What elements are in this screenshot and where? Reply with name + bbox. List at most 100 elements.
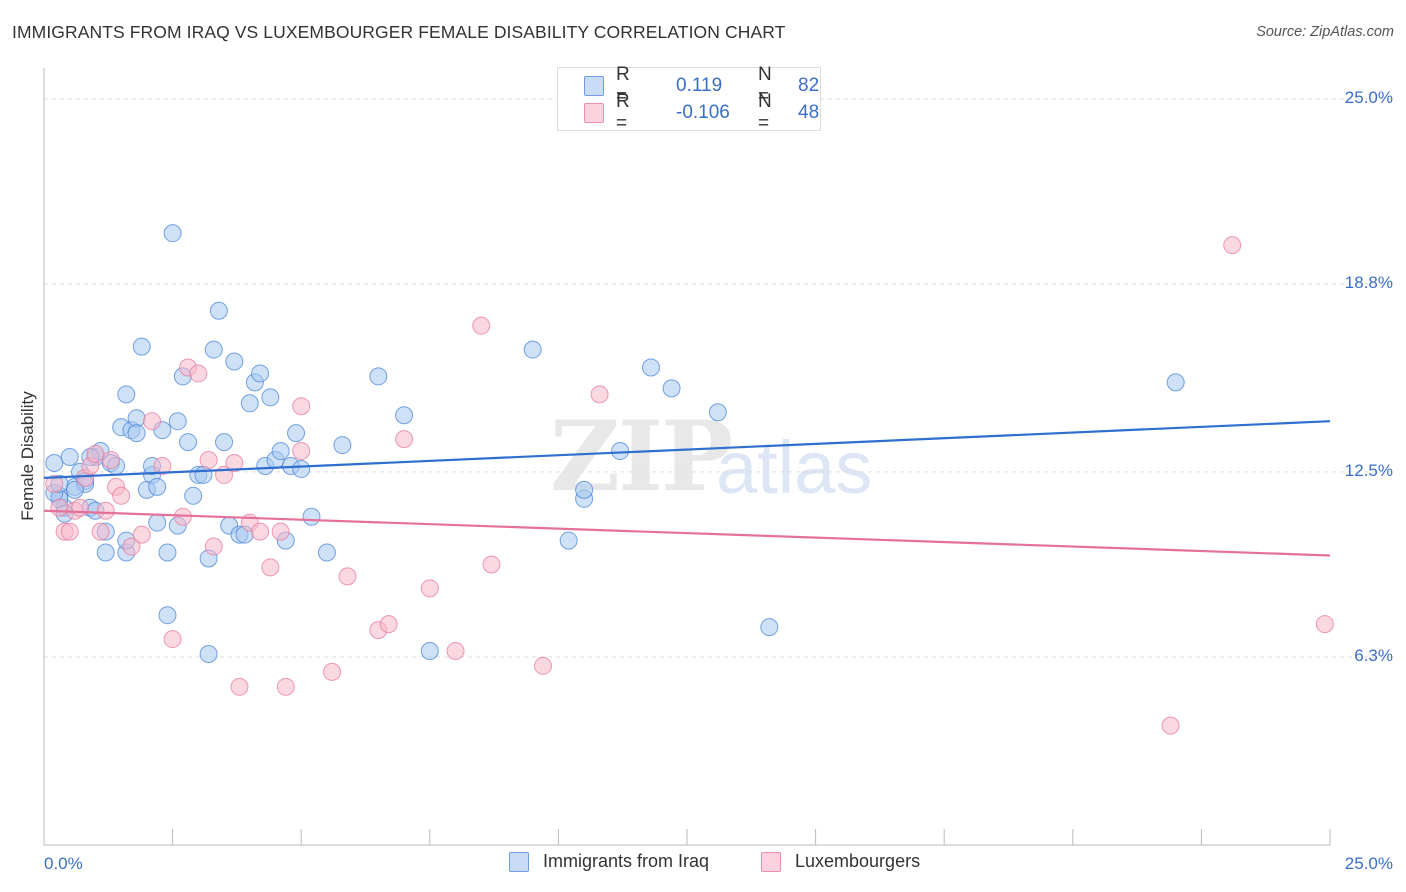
iraq-point [148, 477, 167, 496]
iraq-point [292, 459, 311, 478]
luxembourger-point [590, 385, 609, 404]
luxembourger-point [338, 567, 357, 586]
iraq-point [271, 442, 290, 461]
iraq-point [333, 436, 352, 455]
watermark-atlas: atlas [716, 426, 873, 509]
iraq-point [132, 337, 151, 356]
luxembourger-point [60, 522, 79, 541]
iraq-point [240, 394, 259, 413]
luxembourger-point [379, 615, 398, 634]
iraq-point [179, 433, 198, 452]
iraq-point [317, 543, 336, 562]
luxembourger-point [420, 579, 439, 598]
iraq-point [287, 424, 306, 443]
r-value: -0.106 [676, 102, 730, 123]
luxembourger-point [533, 656, 552, 675]
iraq-point [204, 340, 223, 359]
luxembourger-point [292, 397, 311, 416]
stats-legend: R = 0.119 N = 82 R = -0.106 N = 48 [557, 64, 821, 134]
y-tick-label: 25.0% [1345, 88, 1393, 107]
iraq-point [261, 388, 280, 407]
n-value: 82 [798, 75, 820, 96]
iraq-point [523, 340, 542, 359]
iraq-point [168, 412, 187, 431]
x-tick-label: 25.0% [1345, 854, 1393, 873]
legend-label-luxembourgers: Luxembourgers [795, 851, 921, 871]
iraq-point [251, 364, 270, 383]
iraq-point [420, 642, 439, 661]
x-tick-label: 0.0% [44, 854, 83, 873]
luxembourger-point [153, 456, 172, 475]
iraq-point [302, 507, 321, 526]
n-label: N = [758, 91, 772, 134]
luxembourger-point [132, 525, 151, 544]
chart-title: IMMIGRANTS FROM IRAQ VS LUXEMBOURGER FEM… [12, 22, 786, 42]
iraq-point [575, 480, 594, 499]
luxembourger-point [204, 537, 223, 556]
iraq-point [127, 424, 146, 443]
series-legend: Immigrants from Iraq Luxembourgers [0, 851, 1406, 877]
luxembourgers-legend-swatch [761, 851, 781, 872]
iraq-point [611, 442, 630, 461]
luxembourger-point [112, 486, 131, 505]
r-label: R = [616, 91, 630, 134]
luxembourger-point [472, 316, 491, 335]
iraq-swatch [584, 76, 604, 96]
iraq-point [199, 644, 218, 663]
luxembourger-point [261, 558, 280, 577]
n-value: 48 [798, 102, 820, 123]
luxembourger-point [276, 677, 295, 696]
legend-item-luxembourgers[interactable]: Luxembourgers [761, 851, 920, 872]
y-tick-label: 12.5% [1345, 461, 1393, 480]
luxembourger-point [199, 450, 218, 469]
luxembourger-point [323, 662, 342, 681]
luxembourger-point [1315, 615, 1334, 634]
luxembourger-point [225, 453, 244, 472]
source-credit[interactable]: Source: ZipAtlas.com [1256, 24, 1394, 40]
luxembourger-point [395, 430, 414, 449]
luxembourger-point [1161, 716, 1180, 735]
iraq-point [662, 379, 681, 398]
luxembourger-point [251, 522, 270, 541]
luxembourger-point [1223, 236, 1242, 255]
iraq-point [708, 403, 727, 422]
legend-item-iraq[interactable]: Immigrants from Iraq [509, 851, 709, 872]
iraq-point [117, 385, 136, 404]
iraq-point [760, 618, 779, 637]
luxembourger-point [71, 498, 90, 517]
iraq-point [60, 448, 79, 467]
iraq-point [148, 513, 167, 532]
iraq-trend-line [43, 420, 1331, 479]
iraq-point [194, 465, 213, 484]
luxembourger-point [45, 474, 64, 493]
n-label: N = [758, 64, 772, 107]
iraq-point [1166, 373, 1185, 392]
r-value: 0.119 [676, 75, 723, 96]
luxembourger-point [96, 501, 115, 520]
r-label: R = [616, 64, 630, 107]
iraq-point [395, 406, 414, 425]
luxembourgers-swatch [584, 103, 604, 123]
iraq-point [215, 433, 234, 452]
y-tick-label: 18.8% [1345, 273, 1393, 292]
iraq-point [209, 301, 228, 320]
iraq-point [225, 352, 244, 371]
iraq-legend-swatch [509, 851, 529, 872]
iraq-point [163, 224, 182, 243]
luxembourger-point [292, 442, 311, 461]
legend-label-iraq: Immigrants from Iraq [543, 851, 710, 871]
luxembourger-point [143, 412, 162, 431]
iraq-point [369, 367, 388, 386]
iraq-point [96, 543, 115, 562]
luxembourger-point [482, 555, 501, 574]
luxembourger-point [91, 522, 110, 541]
luxembourger-point [101, 450, 120, 469]
iraq-point [559, 531, 578, 550]
luxembourger-point [50, 498, 69, 517]
iraq-point [45, 453, 64, 472]
iraq-point [65, 480, 84, 499]
iraq-point [641, 358, 660, 377]
luxembourger-point [163, 630, 182, 649]
luxembourger-point [122, 537, 141, 556]
luxembourger-trend-line [43, 509, 1331, 557]
